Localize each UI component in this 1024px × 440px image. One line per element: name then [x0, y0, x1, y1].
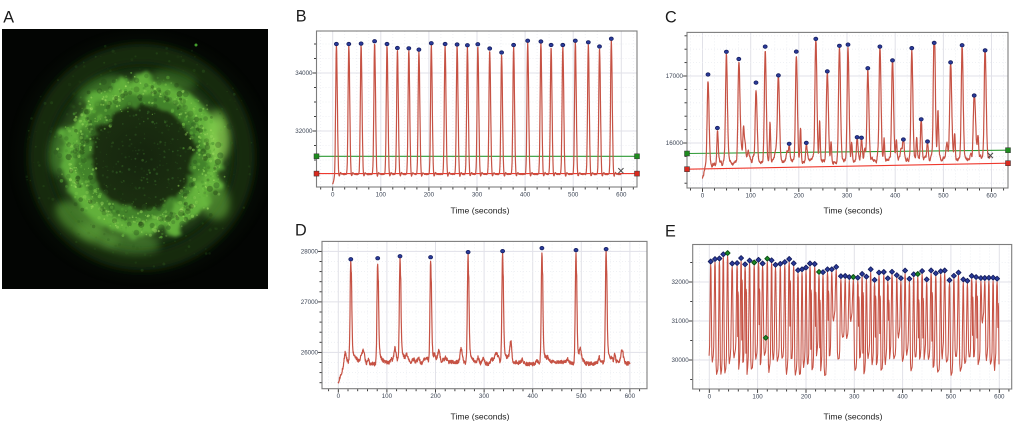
svg-text:200: 200 — [794, 192, 805, 199]
svg-text:300: 300 — [472, 191, 483, 198]
svg-text:B: B — [296, 8, 307, 26]
svg-text:200: 200 — [424, 191, 435, 198]
svg-text:300: 300 — [849, 393, 860, 400]
svg-text:100: 100 — [752, 393, 763, 400]
svg-text:27000: 27000 — [301, 299, 319, 306]
svg-text:32000: 32000 — [295, 128, 313, 135]
svg-text:600: 600 — [616, 191, 627, 198]
svg-text:31000: 31000 — [671, 318, 689, 325]
svg-text:500: 500 — [568, 191, 579, 198]
svg-text:D: D — [295, 222, 307, 240]
svg-text:32000: 32000 — [671, 279, 689, 286]
svg-text:500: 500 — [576, 393, 587, 400]
svg-text:A: A — [3, 8, 14, 26]
svg-text:E: E — [665, 223, 676, 241]
svg-text:0: 0 — [337, 393, 341, 400]
svg-text:C: C — [665, 9, 677, 27]
svg-text:0: 0 — [708, 393, 712, 400]
svg-text:28000: 28000 — [301, 249, 319, 256]
svg-text:Time (seconds): Time (seconds) — [451, 411, 510, 421]
svg-text:600: 600 — [986, 192, 997, 199]
svg-text:100: 100 — [382, 393, 393, 400]
svg-text:300: 300 — [479, 393, 490, 400]
svg-text:400: 400 — [897, 393, 908, 400]
svg-text:100: 100 — [746, 192, 757, 199]
svg-text:600: 600 — [625, 393, 636, 400]
svg-text:300: 300 — [842, 192, 853, 199]
svg-text:30000: 30000 — [671, 357, 689, 364]
svg-text:200: 200 — [430, 393, 441, 400]
svg-text:17000: 17000 — [666, 73, 684, 80]
svg-text:26000: 26000 — [301, 350, 319, 357]
svg-text:400: 400 — [890, 192, 901, 199]
svg-text:0: 0 — [331, 191, 335, 198]
svg-text:34000: 34000 — [295, 70, 313, 77]
svg-text:0: 0 — [701, 192, 705, 199]
svg-text:16000: 16000 — [666, 140, 684, 147]
svg-text:Time (seconds): Time (seconds) — [824, 205, 883, 215]
svg-text:100: 100 — [376, 191, 387, 198]
svg-text:200: 200 — [801, 393, 812, 400]
svg-text:600: 600 — [994, 393, 1005, 400]
svg-text:400: 400 — [520, 191, 531, 198]
svg-text:500: 500 — [946, 393, 957, 400]
svg-text:500: 500 — [938, 192, 949, 199]
svg-text:Time (seconds): Time (seconds) — [824, 411, 883, 421]
svg-text:Time (seconds): Time (seconds) — [451, 205, 510, 215]
svg-text:400: 400 — [528, 393, 539, 400]
